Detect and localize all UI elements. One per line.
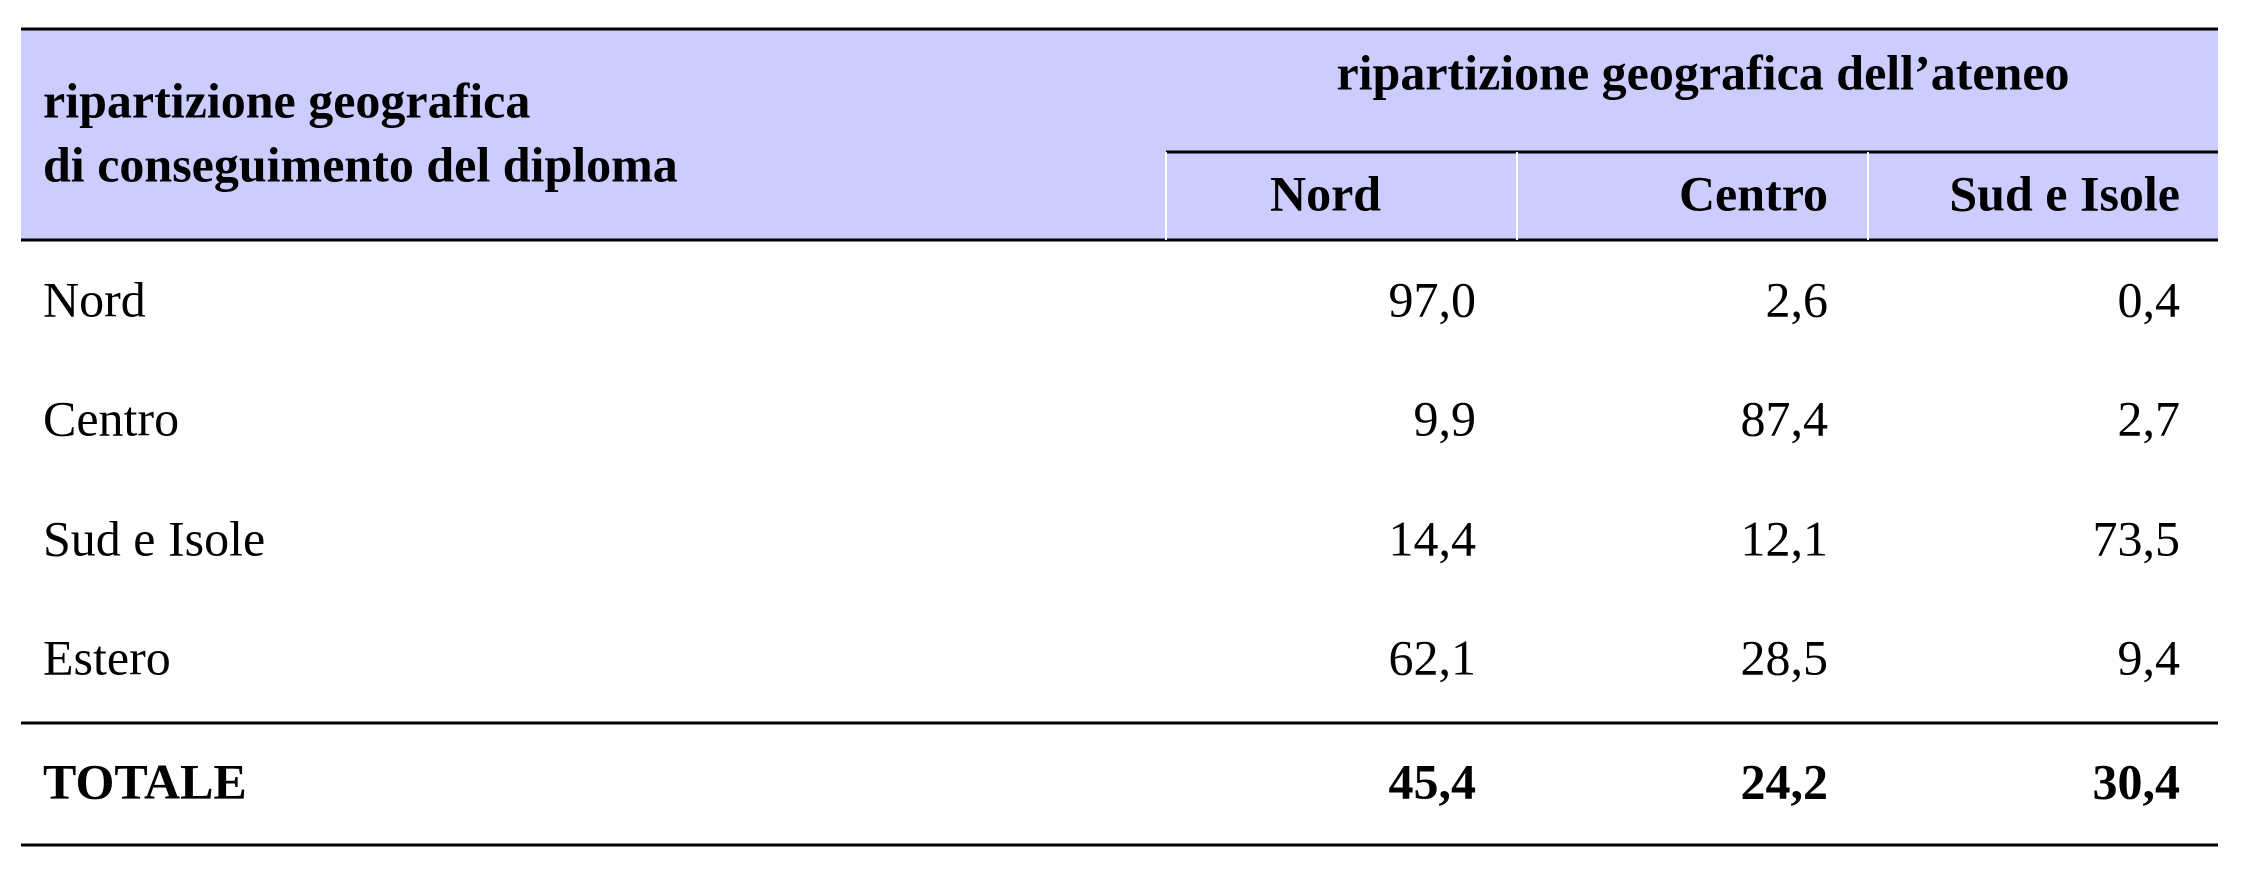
cell: 9,4 <box>2118 629 2181 685</box>
row-label: Centro <box>43 390 179 446</box>
cell: 9,9 <box>1414 390 1477 446</box>
cell: 87,4 <box>1741 390 1829 446</box>
column-header: Centro <box>1679 165 1828 221</box>
row-label: Sud e Isole <box>43 510 265 566</box>
total-cell: 30,4 <box>2093 753 2181 809</box>
row-label: Nord <box>43 271 146 327</box>
stub-header: di conseguimento del diploma <box>43 136 678 192</box>
column-header: Nord <box>1270 165 1381 221</box>
cell: 14,4 <box>1389 510 1477 566</box>
header-background <box>21 29 2218 240</box>
total-label: TOTALE <box>43 753 247 809</box>
column-header: Sud e Isole <box>1949 165 2180 221</box>
cell: 2,7 <box>2118 390 2181 446</box>
total-cell: 24,2 <box>1741 753 1829 809</box>
cell: 62,1 <box>1389 629 1477 685</box>
cell: 73,5 <box>2093 510 2181 566</box>
total-cell: 45,4 <box>1389 753 1477 809</box>
stub-header: ripartizione geografica <box>43 72 530 128</box>
cell: 12,1 <box>1741 510 1829 566</box>
cell: 2,6 <box>1766 271 1829 327</box>
row-label: Estero <box>43 629 171 685</box>
cell: 0,4 <box>2118 271 2181 327</box>
cell: 28,5 <box>1741 629 1829 685</box>
group-header: ripartizione geografica dell’ateneo <box>1336 44 2069 100</box>
cell: 97,0 <box>1389 271 1477 327</box>
